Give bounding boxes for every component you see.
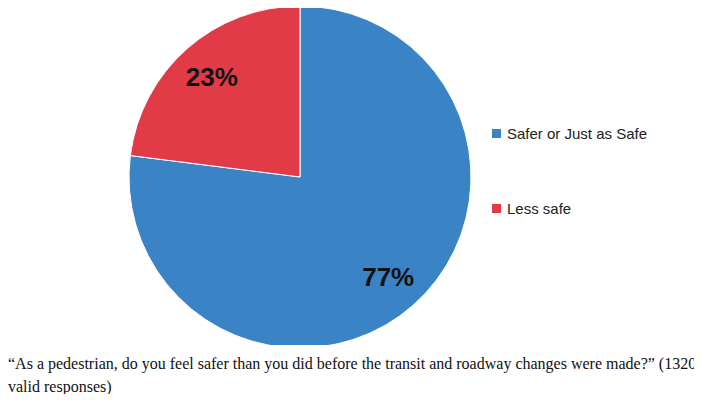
svg-text:77%: 77% (362, 262, 414, 292)
html-text:Safer or Just as Safe: Safer or Just as Safe (507, 124, 648, 142)
svg-text:23%: 23% (186, 62, 238, 92)
html-text:“As a pedestrian, do you feel: “As a pedestrian, do you feel safer than… (8, 355, 697, 395)
html-text:Less safe: Less safe (507, 199, 572, 217)
